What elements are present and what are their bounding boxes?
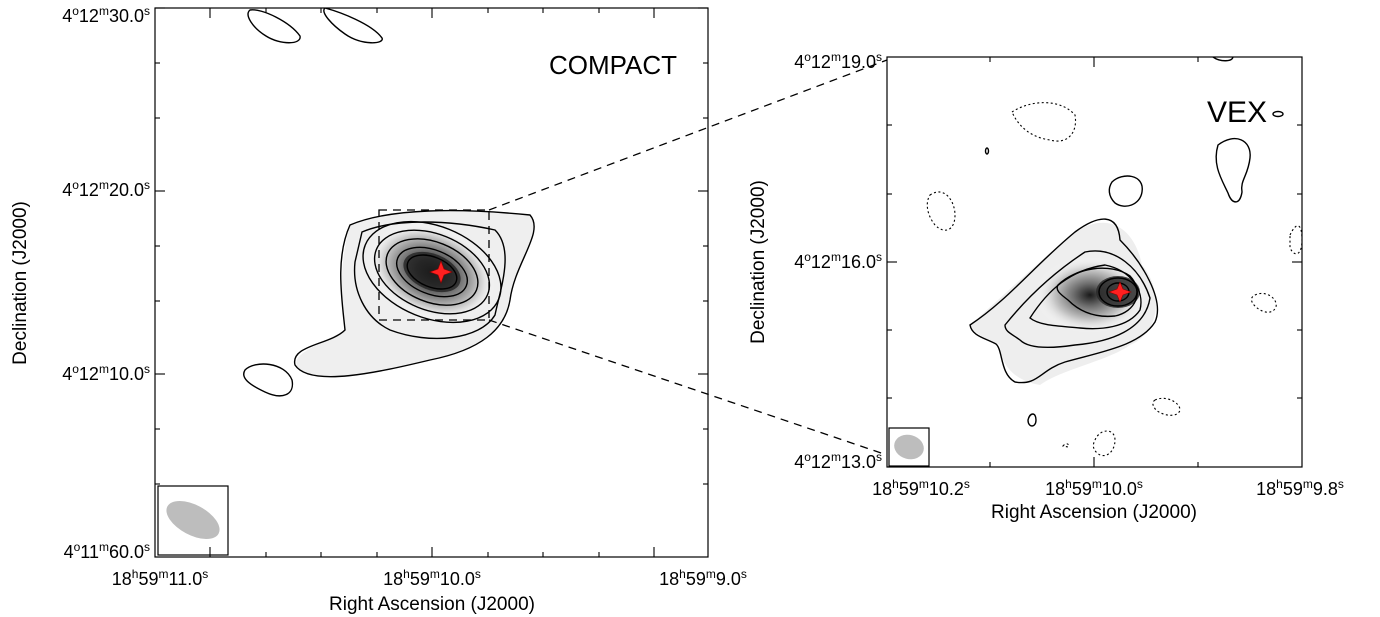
compact-xtick-3: 18h59m9.0s: [659, 567, 747, 589]
vex-xtick-3: 18h59m9.8s: [1256, 477, 1344, 499]
compact-panel: 4o12m30.0s 4o12m20.0s 4o12m10.0s 4o11m60…: [10, 4, 747, 615]
compact-ytick-1: 4o12m30.0s: [62, 4, 150, 26]
compact-beam: [166, 501, 220, 539]
compact-ytick-4: 4o11m60.0s: [64, 540, 150, 562]
vex-ytick-2: 4o12m16.0s: [794, 250, 882, 272]
compact-ytick-2: 4o12m20.0s: [62, 178, 150, 200]
compact-peak-marker: [429, 260, 453, 284]
compact-xtick-2: 18h59m10.0s: [383, 567, 481, 589]
compact-beam-box: [157, 485, 229, 556]
vex-peak-marker: [1108, 281, 1132, 303]
compact-ytick-3: 4o12m10.0s: [62, 362, 150, 384]
vex-beam-box: [888, 427, 930, 467]
compact-emission-map: [243, 8, 535, 397]
vex-panel: 4o12m19.0s 4o12m16.0s 4o12m13.0s 18h59m1…: [748, 50, 1344, 523]
zoom-box: [378, 209, 490, 321]
zoom-connector-bottom: [488, 319, 888, 456]
vex-panel-label: VEX: [1207, 96, 1267, 129]
vex-xlabel: Right Ascension (J2000): [991, 502, 1197, 523]
vex-ticks: [887, 57, 1302, 467]
vex-emission-map: [926, 57, 1302, 457]
vex-xtick-2: 18h59m10.0s: [1045, 477, 1143, 499]
vex-ytick-1: 4o12m19.0s: [794, 50, 882, 72]
vex-xtick-1: 18h59m10.2s: [872, 477, 970, 499]
vex-ytick-3: 4o12m13.0s: [794, 450, 882, 472]
compact-ticks: [155, 7, 708, 557]
vex-beam: [894, 434, 924, 460]
compact-ylabel: Declination (J2000): [10, 201, 31, 365]
zoom-connector-top: [488, 59, 888, 211]
compact-xlabel: Right Ascension (J2000): [329, 594, 535, 615]
vex-ylabel: Declination (J2000): [748, 180, 769, 344]
compact-panel-label: COMPACT: [549, 50, 677, 80]
compact-xtick-1: 18h59m11.0s: [112, 567, 208, 589]
